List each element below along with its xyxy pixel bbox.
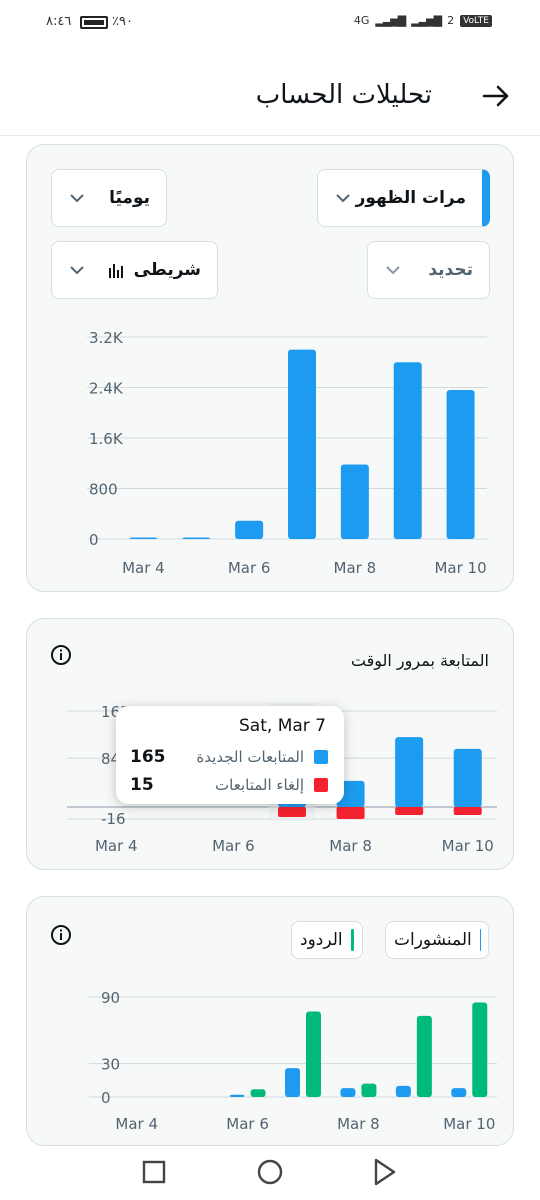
- x-tick-label: Mar 4: [115, 1115, 158, 1133]
- bar-chart-icon: [108, 264, 123, 278]
- y-tick-label: 84: [101, 750, 120, 768]
- status-bar: ٨:٤٦ ٪٩٠ 4G ▂▃▅▇ ▂▃▅▇ 2 VoLTE: [0, 0, 540, 52]
- chevron-down-icon: [70, 194, 84, 203]
- legend-swatch: [350, 929, 354, 951]
- arrow-right-icon[interactable]: [480, 80, 512, 112]
- page-title: تحليلات الحساب: [255, 80, 432, 110]
- bar: [306, 1011, 321, 1097]
- chevron-down-icon: [386, 266, 400, 275]
- legend-posts[interactable]: المنشورات: [385, 921, 489, 959]
- bar: [250, 1089, 266, 1097]
- bar: [453, 748, 482, 807]
- volte-badge: VoLTE: [460, 14, 492, 27]
- bar: [336, 807, 365, 819]
- bar: [340, 1088, 356, 1097]
- metric-label: مرات الظهور: [355, 188, 466, 208]
- bar: [182, 537, 211, 539]
- x-tick-label: Mar 10: [442, 837, 494, 855]
- x-tick-label: Mar 8: [337, 1115, 380, 1133]
- x-tick-label: Mar 6: [212, 837, 255, 855]
- bar: [416, 1015, 432, 1097]
- selection-label: تحديد: [428, 260, 473, 280]
- y-tick-label: 3.2K: [89, 329, 124, 347]
- battery-percent: ٪٩٠: [112, 14, 133, 29]
- bar: [393, 362, 422, 539]
- sim2-label: 2: [447, 14, 455, 27]
- tooltip-row: إلغاء المتابعات 15: [130, 774, 328, 796]
- bar: [129, 537, 158, 539]
- selection-dropdown[interactable]: تحديد: [367, 241, 490, 299]
- home-icon[interactable]: [257, 1159, 283, 1185]
- impressions-card: مرات الظهور يوميًا تحديد شريطى 0 800 1.6K 2…: [26, 144, 514, 592]
- chevron-down-icon: [70, 266, 84, 275]
- bar: [361, 1083, 377, 1097]
- x-tick-label: Mar 6: [226, 1115, 269, 1133]
- bar: [340, 464, 369, 539]
- y-tick-label: 1.6K: [89, 430, 124, 448]
- posts-chart: 0 30 90 Mar 4 Mar 6 Mar 8 Mar 10: [89, 989, 497, 1133]
- legend-replies[interactable]: الردود: [291, 921, 363, 959]
- recent-apps-icon[interactable]: [142, 1160, 166, 1184]
- x-tick-label: Mar 10: [434, 559, 486, 577]
- y-tick-label: 2.4K: [89, 380, 124, 398]
- tooltip-row: المتابعات الجديدة 165: [130, 746, 328, 768]
- x-tick-label: Mar 8: [334, 559, 377, 577]
- chart-style-group: شريطى: [108, 260, 201, 280]
- tooltip-date: Sat, Mar 7: [239, 716, 326, 736]
- bar: [395, 1085, 411, 1097]
- legend-swatch: [314, 750, 328, 764]
- page-header: تحليلات الحساب: [0, 60, 540, 136]
- bar: [285, 1068, 300, 1097]
- chevron-down-icon: [336, 194, 350, 203]
- chart-tooltip: Sat, Mar 7 المتابعات الجديدة 165 إلغاء ا…: [116, 706, 344, 804]
- tooltip-value: 15: [130, 775, 154, 795]
- info-icon[interactable]: [49, 643, 73, 667]
- chart-style-dropdown[interactable]: شريطى: [51, 241, 218, 299]
- info-icon[interactable]: [49, 923, 73, 947]
- bar: [235, 520, 264, 539]
- tooltip-value: 165: [130, 747, 166, 767]
- period-dropdown[interactable]: يوميًا: [51, 169, 167, 227]
- y-tick-label: 30: [101, 1056, 120, 1074]
- y-tick-label: 0: [89, 531, 99, 549]
- period-label: يوميًا: [109, 188, 150, 208]
- y-tick-label: -16: [101, 810, 126, 828]
- x-tick-label: Mar 8: [329, 837, 372, 855]
- x-tick-label: Mar 10: [443, 1115, 495, 1133]
- bar: [288, 349, 316, 539]
- y-tick-label: 800: [89, 481, 118, 499]
- battery-icon: [80, 16, 108, 29]
- posts-card: المنشورات الردود 0 30 90 Mar 4 Mar 6 Mar 8 Mar…: [26, 896, 514, 1146]
- followers-title: المتابعة بمرور الوقت: [350, 651, 489, 670]
- bar: [453, 807, 482, 815]
- chart-style-label: شريطى: [133, 260, 201, 280]
- tooltip-label: المتابعات الجديدة: [196, 748, 304, 766]
- legend-label: المنشورات: [394, 930, 472, 950]
- x-tick-label: Mar 4: [122, 559, 165, 577]
- bar: [229, 1094, 245, 1097]
- signal-icon: ▂▃▅▇: [375, 14, 406, 27]
- bar: [395, 737, 424, 807]
- signal-2-icon: ▂▃▅▇: [411, 14, 442, 27]
- y-tick-label: 90: [101, 989, 120, 1007]
- system-nav-bar: [142, 1158, 396, 1186]
- network-label: 4G: [353, 14, 370, 27]
- bar: [472, 1002, 488, 1097]
- legend-label: الردود: [300, 930, 343, 950]
- tooltip-label: إلغاء المتابعات: [215, 776, 304, 794]
- status-time: ٨:٤٦: [46, 14, 72, 29]
- bar: [278, 807, 306, 817]
- legend-swatch: [314, 778, 328, 792]
- bar: [395, 807, 424, 815]
- status-right: 4G ▂▃▅▇ ▂▃▅▇ 2 VoLTE: [354, 14, 492, 27]
- bar: [446, 390, 475, 539]
- y-tick-label: 0: [101, 1089, 111, 1107]
- metric-dropdown[interactable]: مرات الظهور: [317, 169, 490, 227]
- x-tick-label: Mar 4: [95, 837, 138, 855]
- back-nav-icon[interactable]: [374, 1158, 396, 1186]
- followers-card: المتابعة بمرور الوقت 165 84 -16 Mar 4 Mar 6 M…: [26, 618, 514, 870]
- x-tick-label: Mar 6: [228, 559, 271, 577]
- bar: [451, 1088, 467, 1097]
